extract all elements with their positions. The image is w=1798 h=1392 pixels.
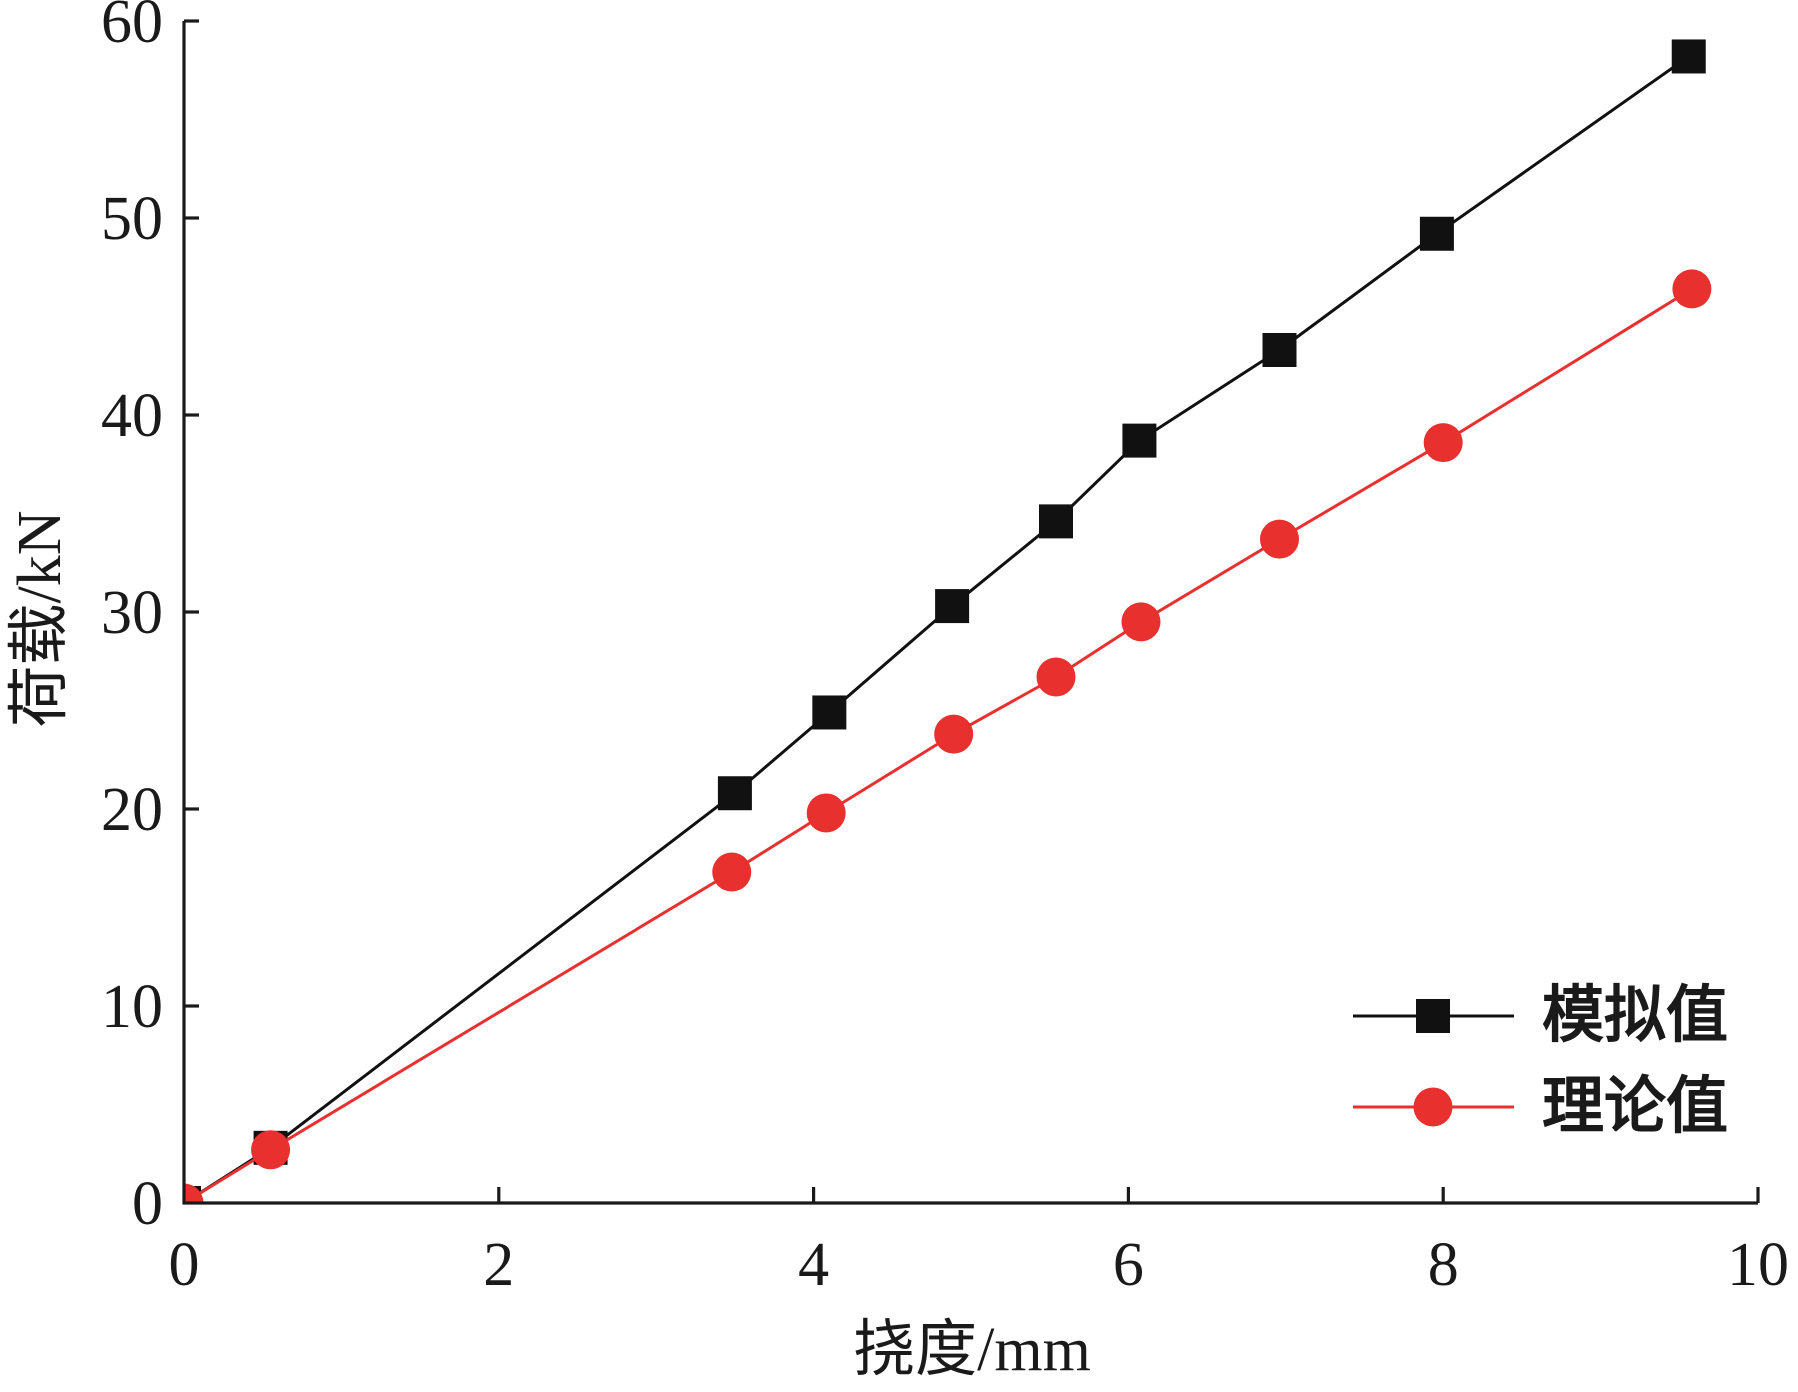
legend-label-theoretical: 理论值 bbox=[1542, 1072, 1728, 1141]
data-point-theoretical-0 bbox=[184, 1183, 204, 1203]
legend-marker-square bbox=[1416, 999, 1450, 1033]
data-point-simulated-4 bbox=[935, 589, 970, 624]
x-tick-label-8: 8 bbox=[1428, 1231, 1459, 1299]
series-layer bbox=[184, 39, 1712, 1203]
data-point-theoretical-5 bbox=[1036, 657, 1076, 697]
data-point-theoretical-3 bbox=[806, 793, 846, 833]
x-tick-label-10: 10 bbox=[1727, 1231, 1789, 1299]
series-theoretical bbox=[184, 269, 1712, 1203]
legend-item-simulated: 模拟值 bbox=[1353, 981, 1728, 1050]
x-tick-label-4: 4 bbox=[798, 1231, 829, 1299]
data-point-simulated-8 bbox=[1419, 216, 1454, 251]
legend-item-theoretical: 理论值 bbox=[1353, 1072, 1728, 1141]
y-tick-label-30: 30 bbox=[101, 579, 163, 647]
series-line-simulated bbox=[184, 55, 1690, 1203]
y-tick-label-20: 20 bbox=[101, 776, 163, 844]
legend-marker-circle bbox=[1413, 1087, 1453, 1127]
data-point-simulated-6 bbox=[1122, 423, 1157, 458]
data-point-simulated-9 bbox=[1671, 39, 1706, 74]
data-point-theoretical-2 bbox=[712, 852, 752, 892]
legend: 模拟值 理论值 bbox=[1353, 981, 1728, 1141]
y-tick-label-60: 60 bbox=[101, 0, 163, 56]
axes bbox=[182, 21, 1758, 1205]
x-tick-label-2: 2 bbox=[483, 1231, 514, 1299]
data-point-theoretical-9 bbox=[1672, 269, 1712, 309]
data-point-theoretical-7 bbox=[1260, 519, 1300, 559]
data-point-theoretical-1 bbox=[251, 1130, 291, 1170]
x-tick-label-0: 0 bbox=[169, 1231, 200, 1299]
data-point-simulated-7 bbox=[1262, 332, 1297, 367]
series-simulated bbox=[184, 39, 1706, 1203]
data-point-simulated-3 bbox=[812, 695, 847, 730]
tick-group: 0 10 20 30 40 50 60 0 2 4 6 8 10 bbox=[101, 0, 1789, 1299]
series-line-theoretical bbox=[184, 287, 1693, 1203]
legend-label-simulated: 模拟值 bbox=[1542, 981, 1728, 1050]
data-point-simulated-5 bbox=[1038, 504, 1073, 539]
data-point-theoretical-6 bbox=[1121, 602, 1161, 642]
x-axis-title: 挠度/mm bbox=[853, 1316, 1091, 1384]
x-tick-label-6: 6 bbox=[1113, 1231, 1144, 1299]
data-point-theoretical-4 bbox=[934, 714, 974, 754]
data-point-theoretical-8 bbox=[1423, 423, 1463, 463]
y-tick-label-10: 10 bbox=[101, 973, 163, 1041]
y-tick-label-0: 0 bbox=[132, 1170, 163, 1238]
y-axis-title: 荷载/kN bbox=[6, 510, 74, 727]
y-tick-label-50: 50 bbox=[101, 185, 163, 253]
data-point-simulated-2 bbox=[717, 776, 752, 811]
y-tick-label-40: 40 bbox=[101, 382, 163, 450]
